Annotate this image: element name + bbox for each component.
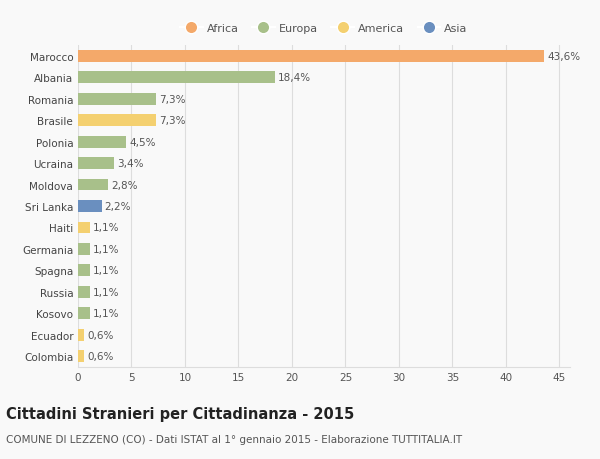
Bar (78, 115, 156, 127)
Bar (78, 308, 90, 319)
Bar (78, 158, 115, 170)
Text: 7,3%: 7,3% (159, 95, 186, 105)
Text: 4,5%: 4,5% (130, 137, 156, 147)
Text: 0,6%: 0,6% (88, 330, 114, 340)
Text: 1,1%: 1,1% (93, 287, 119, 297)
Text: 1,1%: 1,1% (93, 223, 119, 233)
Text: 18,4%: 18,4% (278, 73, 311, 83)
Text: 1,1%: 1,1% (93, 244, 119, 254)
Text: 2,8%: 2,8% (111, 180, 137, 190)
Bar (78, 94, 156, 106)
Legend: Africa, Europa, America, Asia: Africa, Europa, America, Asia (181, 24, 467, 34)
Bar (78, 179, 108, 191)
Bar (78, 201, 101, 213)
Text: 43,6%: 43,6% (548, 51, 581, 62)
Bar (78, 329, 85, 341)
Bar (78, 72, 275, 84)
Bar (78, 243, 90, 255)
Text: 0,6%: 0,6% (88, 352, 114, 362)
Text: 1,1%: 1,1% (93, 308, 119, 319)
Bar (78, 51, 544, 62)
Text: 3,4%: 3,4% (118, 159, 144, 169)
Text: Cittadini Stranieri per Cittadinanza - 2015: Cittadini Stranieri per Cittadinanza - 2… (6, 406, 354, 421)
Text: 7,3%: 7,3% (159, 116, 186, 126)
Bar (78, 286, 90, 298)
Bar (78, 136, 126, 148)
Bar (78, 351, 85, 363)
Bar (78, 265, 90, 277)
Text: COMUNE DI LEZZENO (CO) - Dati ISTAT al 1° gennaio 2015 - Elaborazione TUTTITALIA: COMUNE DI LEZZENO (CO) - Dati ISTAT al 1… (6, 434, 462, 444)
Bar (78, 222, 90, 234)
Text: 1,1%: 1,1% (93, 266, 119, 276)
Text: 2,2%: 2,2% (105, 202, 131, 212)
